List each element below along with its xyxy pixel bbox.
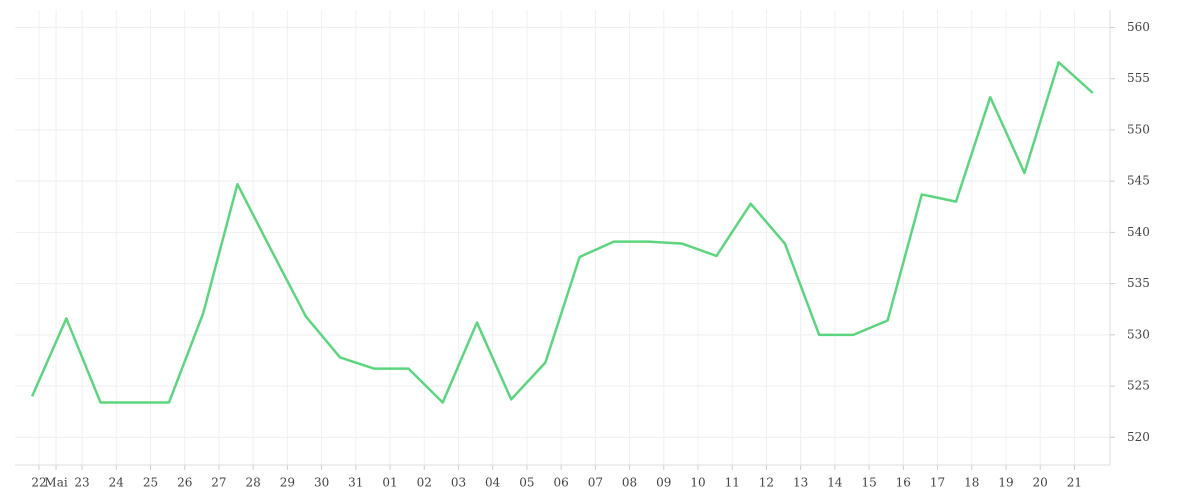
x-tick-label: 03: [451, 476, 466, 490]
y-tick-label: 530: [1127, 327, 1150, 341]
x-tick-label: 11: [725, 476, 740, 490]
x-tick-label: 19: [998, 476, 1013, 490]
x-tick-label: 21: [1067, 476, 1082, 490]
x-tick-label: 16: [896, 476, 911, 490]
x-tick-label: 13: [793, 476, 808, 490]
x-tick-label: 10: [690, 476, 705, 490]
x-tick-label: 06: [553, 476, 568, 490]
y-tick-label: 545: [1127, 174, 1150, 188]
x-tick-label: 07: [588, 476, 603, 490]
x-tick-label: 09: [656, 476, 671, 490]
y-tick-label: 560: [1127, 20, 1150, 34]
x-tick-label: 20: [1033, 476, 1048, 490]
x-tick-label: 12: [759, 476, 774, 490]
y-tick-label: 525: [1127, 379, 1150, 393]
x-tick-label: 23: [74, 476, 89, 490]
x-tick-label: 08: [622, 476, 637, 490]
y-tick-label: 550: [1127, 122, 1150, 136]
x-tick-label: 01: [382, 476, 397, 490]
x-tick-label: 04: [485, 476, 501, 490]
x-tick-label: 29: [280, 476, 295, 490]
x-tick-label: 15: [861, 476, 876, 490]
x-tick-label: 02: [417, 476, 432, 490]
x-tick-label: 18: [964, 476, 979, 490]
x-tick-label: Mai: [44, 476, 67, 490]
y-tick-label: 535: [1127, 276, 1150, 290]
x-tick-label: 31: [348, 476, 363, 490]
x-tick-label: 27: [211, 476, 226, 490]
x-tick-label: 26: [177, 476, 192, 490]
x-tick-label: 28: [246, 476, 261, 490]
y-tick-label: 520: [1127, 430, 1150, 444]
x-tick-label: 17: [930, 476, 945, 490]
x-tick-label: 24: [109, 476, 125, 490]
x-tick-label: 14: [827, 476, 843, 490]
x-tick-label: 25: [143, 476, 158, 490]
x-tick-label: 22: [31, 476, 46, 490]
line: [30, 61, 1094, 404]
y-tick-label: 555: [1127, 71, 1150, 85]
x-tick-label: 30: [314, 476, 329, 490]
x-tick-label: 05: [519, 476, 534, 490]
y-tick-label: 540: [1127, 225, 1150, 239]
